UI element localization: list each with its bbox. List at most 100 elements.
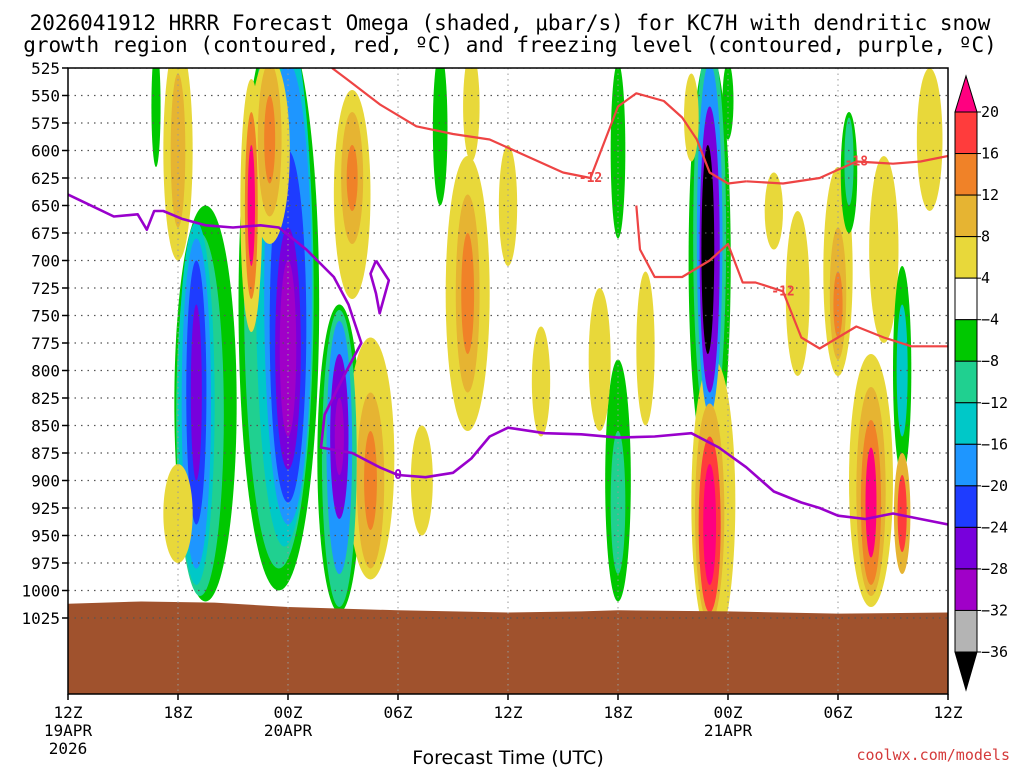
y-tick-label: 625 — [31, 169, 60, 188]
colorbar-swatch — [954, 236, 978, 279]
x-tick-label: 12Z — [54, 703, 83, 722]
omega-cell-4 — [916, 68, 943, 211]
omega-cell-4 — [588, 288, 611, 431]
colorbar-label: 12 — [981, 186, 999, 204]
colorbar-label: −20 — [981, 477, 1008, 495]
y-tick-label: 925 — [31, 499, 60, 518]
x-tick-label: 12Z — [934, 703, 963, 722]
colorbar-label: 4 — [981, 269, 990, 287]
omega-cell-12 — [346, 145, 358, 211]
y-tick-label: 1000 — [21, 582, 60, 601]
colorbar-swatch — [954, 360, 978, 404]
omega-cell--8 — [151, 68, 161, 167]
omega-cell-20 — [703, 464, 717, 585]
colorbar-label: −16 — [981, 435, 1008, 453]
omega-cell-12 — [364, 431, 377, 530]
x-date-label: 20APR — [264, 721, 313, 740]
y-tick-label: 975 — [31, 554, 60, 573]
omega-cell-20 — [865, 447, 877, 558]
x-date-label: 19APR — [44, 721, 93, 740]
omega-cell-4 — [684, 73, 699, 162]
colorbar-label: −24 — [981, 518, 1008, 536]
y-tick-label: 525 — [31, 59, 60, 78]
x-tick-label: 06Z — [384, 703, 413, 722]
dgz-contour-label: -12 — [771, 284, 794, 299]
omega-cell--32 — [334, 398, 344, 475]
omega-cell-16 — [897, 475, 907, 552]
terrain-surface — [68, 601, 948, 694]
chart-title-line1: 2026041912 HRRR Forecast Omega (shaded, … — [30, 11, 991, 35]
colorbar-label: 20 — [981, 103, 999, 121]
y-tick-label: 750 — [31, 307, 60, 326]
omega-cell--28 — [190, 304, 202, 481]
y-tick-label: 850 — [31, 417, 60, 436]
colorbar-swatch — [954, 319, 978, 362]
x-tick-label: 18Z — [164, 703, 193, 722]
dgz-contour — [746, 154, 948, 185]
x-tick-label: 06Z — [824, 703, 853, 722]
y-tick-label: 800 — [31, 362, 60, 381]
x-axis-label: Forecast Time (UTC) — [412, 747, 603, 768]
credit-text: coolwx.com/models — [856, 746, 1010, 764]
y-tick-label: 550 — [31, 87, 60, 106]
colorbar-swatch — [954, 402, 978, 445]
y-tick-label: 725 — [31, 279, 60, 298]
colorbar-label: −36 — [981, 643, 1008, 661]
omega-cell-4 — [531, 326, 551, 437]
colorbar-label: 16 — [981, 145, 999, 163]
y-tick-label: 600 — [31, 142, 60, 161]
y-tick-label: 900 — [31, 472, 60, 491]
dgz-contour-label: -18 — [845, 155, 869, 170]
colorbar-top-arrow — [954, 74, 978, 113]
terrain-fill — [68, 601, 948, 694]
y-tick-label: 950 — [31, 527, 60, 546]
dgz-contour — [331, 68, 747, 185]
freezing-contour — [68, 193, 948, 526]
omega-cell--12 — [844, 117, 854, 206]
dgz-contour — [635, 205, 948, 350]
y-tick-label: 575 — [31, 114, 60, 133]
colorbar: 20 16 12 8 4 −4 −8 −12 −16 −20 −24 −28 −32 −36 — [954, 74, 1008, 692]
colorbar-swatch — [954, 526, 978, 570]
colorbar-label: −8 — [981, 352, 999, 370]
x-date-label: 21APR — [704, 721, 753, 740]
y-axis: 525 550 575 600 625 650 675 700 725 750 775 800 825 8… — [21, 59, 68, 628]
y-tick-label: 650 — [31, 197, 60, 216]
y-tick-label: 1025 — [21, 609, 60, 628]
freezing-contour-label: 0 — [394, 468, 402, 483]
omega-cell-4 — [869, 156, 899, 343]
colorbar-swatch — [954, 609, 978, 653]
omega-cell-12 — [264, 95, 276, 184]
omega-cell-4 — [764, 172, 783, 250]
x-year-label: 2026 — [49, 739, 88, 758]
colorbar-label: 8 — [981, 228, 990, 246]
colorbar-swatch — [954, 568, 978, 611]
omega-cell--16 — [896, 304, 908, 437]
x-tick-label: 12Z — [494, 703, 523, 722]
x-tick-label: 00Z — [714, 703, 743, 722]
y-tick-label: 775 — [31, 334, 60, 353]
colorbar-swatch — [954, 277, 978, 321]
x-tick-label: 00Z — [274, 703, 303, 722]
omega-cell-12 — [461, 233, 475, 354]
omega-cell-4 — [785, 211, 810, 376]
y-tick-label: 700 — [31, 252, 60, 271]
chart-title-line2: growth region (contoured, red, ºC) and f… — [23, 33, 997, 57]
colorbar-swatch — [954, 111, 978, 155]
y-tick-label: 825 — [31, 389, 60, 408]
omega-cell-4 — [636, 271, 655, 426]
omega-shading — [151, 68, 943, 646]
colorbar-swatch — [954, 443, 978, 487]
contour-lines: -12 -18 -12 0 — [68, 68, 948, 526]
colorbar-label: −32 — [981, 601, 1008, 619]
omega-cell--8 — [722, 68, 734, 140]
omega-cell--8 — [610, 68, 626, 239]
colorbar-label: −12 — [981, 394, 1008, 412]
omega-cell--8 — [432, 68, 448, 206]
freezing-contour — [369, 259, 391, 315]
x-tick-label: 18Z — [604, 703, 633, 722]
colorbar-swatch — [954, 485, 978, 528]
colorbar-bottom-arrow — [954, 651, 978, 692]
